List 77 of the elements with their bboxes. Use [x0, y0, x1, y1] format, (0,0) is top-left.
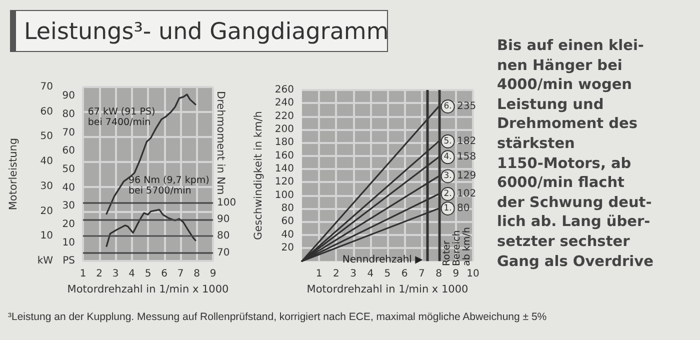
- x-axis-title: Motordrehzahl in 1/min x 1000: [306, 284, 468, 296]
- y-tick-label: 180: [274, 137, 294, 148]
- y-tick-label: 160: [274, 150, 294, 162]
- y-tick-label: 120: [274, 176, 294, 188]
- y3-tick-label: 70: [62, 127, 75, 138]
- x-tick-label: 1: [316, 268, 322, 280]
- x-tick-label: 8: [194, 268, 200, 280]
- y-tick-label: 30: [40, 180, 53, 192]
- y3-tick-label: 90: [62, 90, 75, 102]
- x-tick-label: 9: [210, 268, 216, 280]
- chart-title: Leistungs³- und Gangdiagramm: [10, 10, 389, 52]
- y2-tick-label: 90: [217, 214, 230, 226]
- data-label: 102: [454, 188, 476, 200]
- ref-line-label: Nenndrehzahl ▶: [342, 254, 424, 266]
- data-label: 235: [454, 100, 476, 112]
- y3-tick-label: 30: [62, 200, 75, 212]
- data-label: 158: [454, 152, 476, 163]
- legend-label: 2.: [444, 188, 452, 199]
- y-tick-label: 60: [40, 106, 53, 118]
- y2-tick-label: 70: [217, 247, 230, 258]
- series-label: 6.: [444, 101, 452, 112]
- y-tick-label: 80: [281, 202, 294, 214]
- y3-tick-label: 80: [62, 108, 75, 120]
- legend-label: 1.: [444, 203, 452, 214]
- x-tick-label: 4: [128, 268, 135, 280]
- legend-label: 3.: [444, 171, 452, 182]
- y-tick-label: 140: [274, 163, 294, 174]
- data-label: 182: [454, 136, 476, 147]
- x-tick-label: 5: [384, 268, 391, 280]
- y-tick-label: 260: [274, 84, 294, 96]
- x-tick-label: 9: [452, 268, 460, 280]
- y-axis-title: Motorleistung: [8, 138, 20, 210]
- x-tick-label: 6: [161, 268, 168, 280]
- x-tick-label: 10: [466, 268, 480, 280]
- y-tick-label: 240: [274, 98, 294, 109]
- x-tick-label: 3: [350, 268, 356, 280]
- x-tick-label: 7: [418, 268, 425, 280]
- y-tick-label: kW: [37, 256, 54, 267]
- text: Bis auf einen klei- nen Hänger bei 4000/min wogen Leistung und Drehmoment des stärksten 1150-Motors, ab 6000/min flacht der Schwung deut- lich ab. Lang über- setzter sechster Gang als Overdrive: [497, 38, 654, 270]
- y2-tick-label: 100: [217, 198, 236, 209]
- y3-tick-label: PS: [62, 256, 75, 267]
- x-tick-label: 3: [112, 268, 119, 280]
- y-tick-label: 40: [281, 229, 294, 240]
- text: ³Leistung an der Kupplung. Messung auf Rollenprüfstand, korrigiert nach ECE, maximal mögliche Abweichung ± 5%: [8, 311, 548, 323]
- legend-label: 4.: [444, 152, 452, 162]
- x-tick-label: 8: [436, 268, 442, 280]
- y-tick-label: 70: [40, 82, 53, 92]
- y-tick-label: 220: [274, 110, 294, 122]
- x-tick-label: 5: [144, 268, 152, 280]
- x-tick-label: 4: [367, 268, 374, 280]
- y-tick-label: 40: [40, 156, 53, 168]
- series-label: 5.: [444, 136, 452, 146]
- data-label: 129: [454, 170, 476, 182]
- y-tick-label: 20: [281, 242, 294, 254]
- annotation: 67 kW (91 PS) bei 7400/min: [88, 106, 156, 128]
- data-label: 80: [454, 202, 470, 214]
- y2-tick-label: 80: [217, 230, 230, 242]
- y-tick-label: 20: [40, 206, 53, 217]
- x-tick-label: 1: [80, 268, 86, 280]
- y3-tick-label: 50: [62, 164, 75, 175]
- x-tick-label: 7: [177, 268, 184, 280]
- y-tick-label: 50: [40, 131, 53, 142]
- y3-tick-label: 60: [62, 146, 75, 157]
- x-tick-label: 2: [96, 268, 102, 280]
- y-axis-title: Geschwindigkeit in km/h: [252, 111, 264, 240]
- y-tick-label: 100: [274, 190, 294, 201]
- x-axis-title: Motordrehzahl in 1/min x 1000: [67, 284, 229, 296]
- y-tick-label: 10: [40, 230, 53, 242]
- y-tick-label: 60: [281, 216, 294, 228]
- y-tick-label: 200: [274, 124, 294, 135]
- ref-line-label: Roter Bereich ab km/h: [441, 227, 472, 266]
- x-tick-label: 6: [401, 268, 408, 280]
- x-tick-label: 2: [333, 268, 340, 280]
- y3-tick-label: 20: [62, 218, 75, 230]
- y2-axis-title: Drehmoment in Nm: [214, 91, 226, 195]
- y3-tick-label: 10: [62, 237, 75, 248]
- y3-tick-label: 40: [62, 182, 75, 194]
